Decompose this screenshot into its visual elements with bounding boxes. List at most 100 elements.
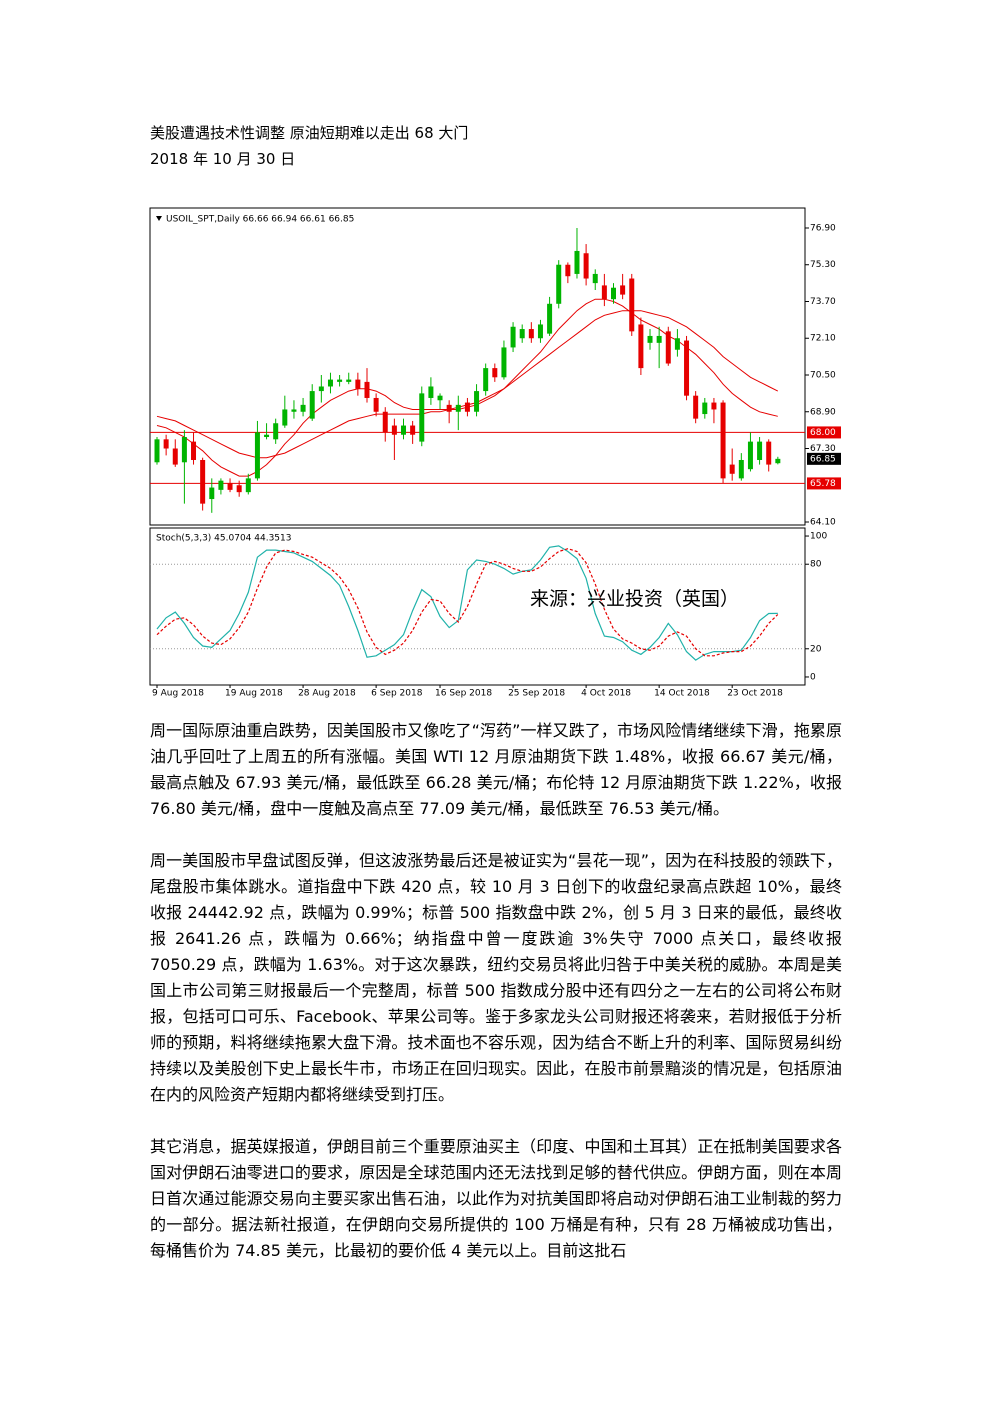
candle-body	[620, 285, 626, 295]
candle-body	[273, 423, 279, 440]
paragraph: 其它消息，据英媒报道，伊朗目前三个重要原油买主（印度、中国和土耳其）正在抵制美国…	[150, 1137, 842, 1260]
collapse-icon	[156, 216, 162, 221]
candle-body	[684, 340, 690, 396]
candle-body	[428, 386, 434, 398]
candle-body	[209, 487, 215, 500]
candle-body	[638, 324, 644, 369]
candle-body	[227, 482, 233, 490]
candle-body	[318, 386, 324, 392]
last-price-box	[807, 452, 841, 465]
last-price-label: 66.85	[810, 454, 836, 464]
candle-body	[401, 425, 407, 435]
candle-body	[483, 368, 489, 392]
candle-body	[391, 425, 397, 435]
candle-body	[154, 439, 160, 463]
y-tick-label: 100	[810, 532, 827, 542]
y-tick-label: 67.30	[810, 444, 836, 454]
candle-body	[282, 409, 288, 426]
x-tick-label: 14 Oct 2018	[654, 689, 710, 699]
candle-body	[693, 395, 699, 419]
doc-date: 2018 年 10 月 30 日	[150, 150, 296, 168]
candle-body	[346, 379, 352, 382]
candle-body	[757, 441, 763, 460]
candle-body	[528, 329, 534, 339]
stoch-line	[156, 545, 778, 661]
paragraph: 周一国际原油重启跌势，因美国股市又像吃了“泻药”一样又跌了，市场风险情绪继续下滑…	[150, 721, 842, 818]
candle-body	[492, 368, 498, 378]
x-tick-label: 25 Sep 2018	[508, 689, 565, 699]
candle-body	[766, 441, 772, 465]
candle-body	[574, 250, 580, 274]
candle-body	[364, 381, 370, 398]
candle-body	[565, 264, 571, 277]
candle-body	[738, 459, 744, 479]
candle-body	[419, 393, 425, 442]
body-text: 周一国际原油重启跌势，因美国股市又像吃了“泻药”一样又跌了，市场风险情绪继续下滑…	[150, 718, 842, 1290]
candle-body	[291, 409, 297, 412]
candle-body	[446, 404, 452, 412]
y-tick-label: 75.30	[810, 260, 836, 270]
y-tick-label: 72.10	[810, 334, 836, 344]
candle-body	[583, 253, 589, 279]
chart: USOIL_SPT,Daily 66.66 66.94 66.61 66.85 …	[149, 207, 841, 699]
candle-body	[656, 335, 662, 343]
chart-title: USOIL_SPT,Daily 66.66 66.94 66.61 66.85	[166, 215, 354, 225]
h-line-label-box	[807, 426, 841, 439]
stoch-line	[156, 548, 779, 657]
candle-body	[665, 331, 671, 364]
candle-body	[519, 329, 525, 339]
candle-body	[300, 404, 306, 412]
candle-body	[747, 441, 753, 470]
candle-body	[200, 459, 206, 504]
candle-body	[510, 326, 516, 348]
annotation: 来源：兴业投资（英国）	[530, 588, 739, 610]
candle-body	[264, 434, 270, 438]
y-tick-label: 68.90	[810, 407, 836, 417]
candle-body	[172, 448, 178, 465]
x-tick-label: 19 Aug 2018	[225, 689, 283, 699]
stoch-title: Stoch(5,3,3) 45.0704 44.3513	[156, 534, 291, 544]
y-tick-label: 70.50	[810, 370, 836, 380]
y-tick-label: 76.90	[810, 223, 836, 233]
candle-body	[437, 395, 443, 401]
candle-body	[556, 264, 562, 304]
candle-body	[382, 411, 388, 433]
candle-body	[592, 273, 598, 284]
candle-body	[601, 285, 607, 300]
candle-body	[647, 335, 653, 343]
candle-body	[309, 391, 315, 419]
candle-body	[181, 437, 187, 463]
candle-body	[337, 379, 343, 382]
doc-title: 美股遭遇技术性调整 原油短期难以走出 68 大门	[150, 124, 469, 142]
x-tick-label: 28 Aug 2018	[298, 689, 356, 699]
x-tick-label: 6 Sep 2018	[371, 689, 423, 699]
h-line-label: 68.00	[810, 428, 836, 438]
candle-body	[245, 478, 251, 493]
x-tick-label: 4 Oct 2018	[581, 689, 631, 699]
candle-body	[720, 402, 726, 479]
candle-body	[629, 278, 635, 332]
candle-body	[410, 425, 416, 435]
candle-body	[501, 347, 507, 378]
candle-body	[729, 464, 735, 474]
paragraph: 周一美国股市早盘试图反弹，但这波涨势最后还是被证实为“昙花一现”，因为在科技股的…	[150, 851, 842, 1104]
candle-body	[218, 480, 224, 490]
y-tick-label: 64.10	[810, 518, 836, 528]
candle-body	[327, 379, 333, 387]
candle-body	[611, 287, 616, 300]
candle-body	[373, 397, 379, 412]
candle-body	[537, 324, 543, 339]
candle-body	[163, 439, 169, 449]
candle-body	[455, 404, 461, 412]
candle-body	[702, 402, 708, 415]
y-tick-label: 0	[810, 672, 816, 682]
candle-body	[775, 458, 781, 464]
y-tick-label: 80	[810, 560, 822, 570]
stoch-frame	[149, 527, 806, 686]
candle-body	[711, 402, 717, 410]
candle-body	[464, 402, 470, 412]
h-line-label-box	[807, 477, 841, 490]
candle-body	[355, 379, 361, 389]
h-line-label: 65.78	[810, 479, 836, 489]
